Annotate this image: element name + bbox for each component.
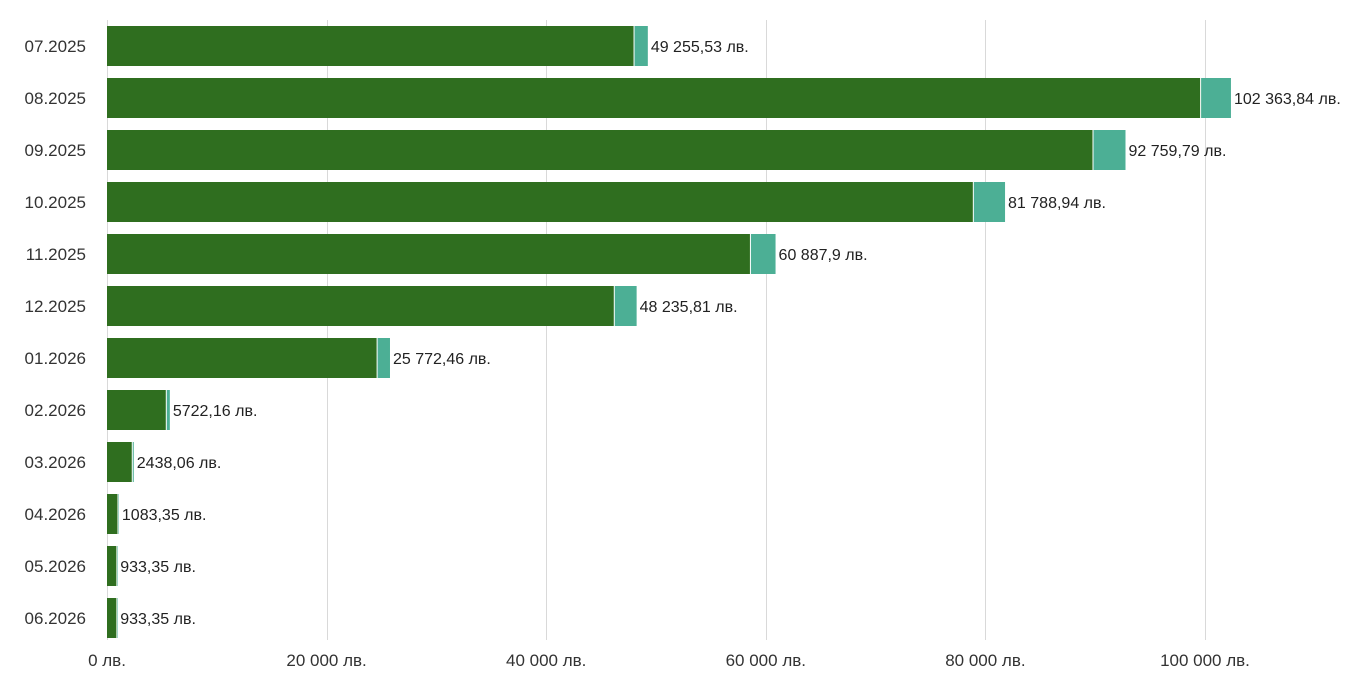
category-label: 03.2026 xyxy=(25,453,86,472)
x-tick-label: 60 000 лв. xyxy=(726,651,806,670)
data-label: 92 759,79 лв. xyxy=(1129,143,1227,160)
category-labels: 07.2025 08.2025 09.2025 10.2025 11.2025 12.20… xyxy=(25,37,86,628)
category-label: 01.2026 xyxy=(25,349,86,368)
bar-primary-11.2025[interactable] xyxy=(107,234,751,274)
bar-primary-04.2026[interactable] xyxy=(107,494,118,534)
category-label: 10.2025 xyxy=(25,193,86,212)
bar-primary-08.2025[interactable] xyxy=(107,78,1201,118)
data-label: 5722,16 лв. xyxy=(173,403,258,420)
data-label: 81 788,94 лв. xyxy=(1008,195,1106,212)
bar-secondary-10.2025[interactable] xyxy=(973,182,1006,222)
bar-primary-05.2026[interactable] xyxy=(107,546,117,586)
x-axis-tick-labels: 0 лв. 20 000 лв. 40 000 лв. 60 000 лв. 80 00… xyxy=(88,651,1250,670)
bar-primary-12.2025[interactable] xyxy=(107,286,615,326)
x-tick-label: 100 000 лв. xyxy=(1160,651,1250,670)
category-label: 07.2025 xyxy=(25,37,86,56)
data-label: 2438,06 лв. xyxy=(137,455,222,472)
x-tick-label: 40 000 лв. xyxy=(506,651,586,670)
gridlines xyxy=(107,20,1206,640)
data-label: 60 887,9 лв. xyxy=(779,247,868,264)
bar-secondary-09.2025[interactable] xyxy=(1093,130,1126,170)
category-label: 04.2026 xyxy=(25,505,86,524)
data-label: 933,35 лв. xyxy=(120,611,196,628)
data-labels: 49 255,53 лв. 102 363,84 лв. 92 759,79 лв.… xyxy=(120,39,1341,628)
category-label: 05.2026 xyxy=(25,557,86,576)
data-label: 48 235,81 лв. xyxy=(640,299,738,316)
bars xyxy=(107,26,1231,638)
data-label: 933,35 лв. xyxy=(120,559,196,576)
bar-primary-07.2025[interactable] xyxy=(107,26,635,66)
bar-secondary-08.2025[interactable] xyxy=(1200,78,1231,118)
x-tick-label: 20 000 лв. xyxy=(286,651,366,670)
data-label: 49 255,53 лв. xyxy=(651,39,749,56)
x-tick-label: 80 000 лв. xyxy=(945,651,1025,670)
bar-secondary-02.2026[interactable] xyxy=(166,390,170,430)
category-label: 06.2026 xyxy=(25,609,86,628)
bar-secondary-11.2025[interactable] xyxy=(750,234,776,274)
category-label: 02.2026 xyxy=(25,401,86,420)
data-label: 25 772,46 лв. xyxy=(393,351,491,368)
x-tick-label: 0 лв. xyxy=(88,651,126,670)
bar-primary-06.2026[interactable] xyxy=(107,598,117,638)
bar-secondary-12.2025[interactable] xyxy=(614,286,637,326)
category-label: 09.2025 xyxy=(25,141,86,160)
category-label: 08.2025 xyxy=(25,89,86,108)
bar-primary-10.2025[interactable] xyxy=(107,182,974,222)
category-label: 12.2025 xyxy=(25,297,86,316)
bar-secondary-07.2025[interactable] xyxy=(634,26,648,66)
bar-secondary-01.2026[interactable] xyxy=(377,338,390,378)
bar-primary-09.2025[interactable] xyxy=(107,130,1094,170)
data-label: 1083,35 лв. xyxy=(122,507,207,524)
bar-secondary-03.2026[interactable] xyxy=(132,442,134,482)
category-label: 11.2025 xyxy=(26,245,86,264)
bar-primary-01.2026[interactable] xyxy=(107,338,378,378)
data-label: 102 363,84 лв. xyxy=(1234,91,1341,108)
bar-primary-03.2026[interactable] xyxy=(107,442,133,482)
bar-primary-02.2026[interactable] xyxy=(107,390,167,430)
